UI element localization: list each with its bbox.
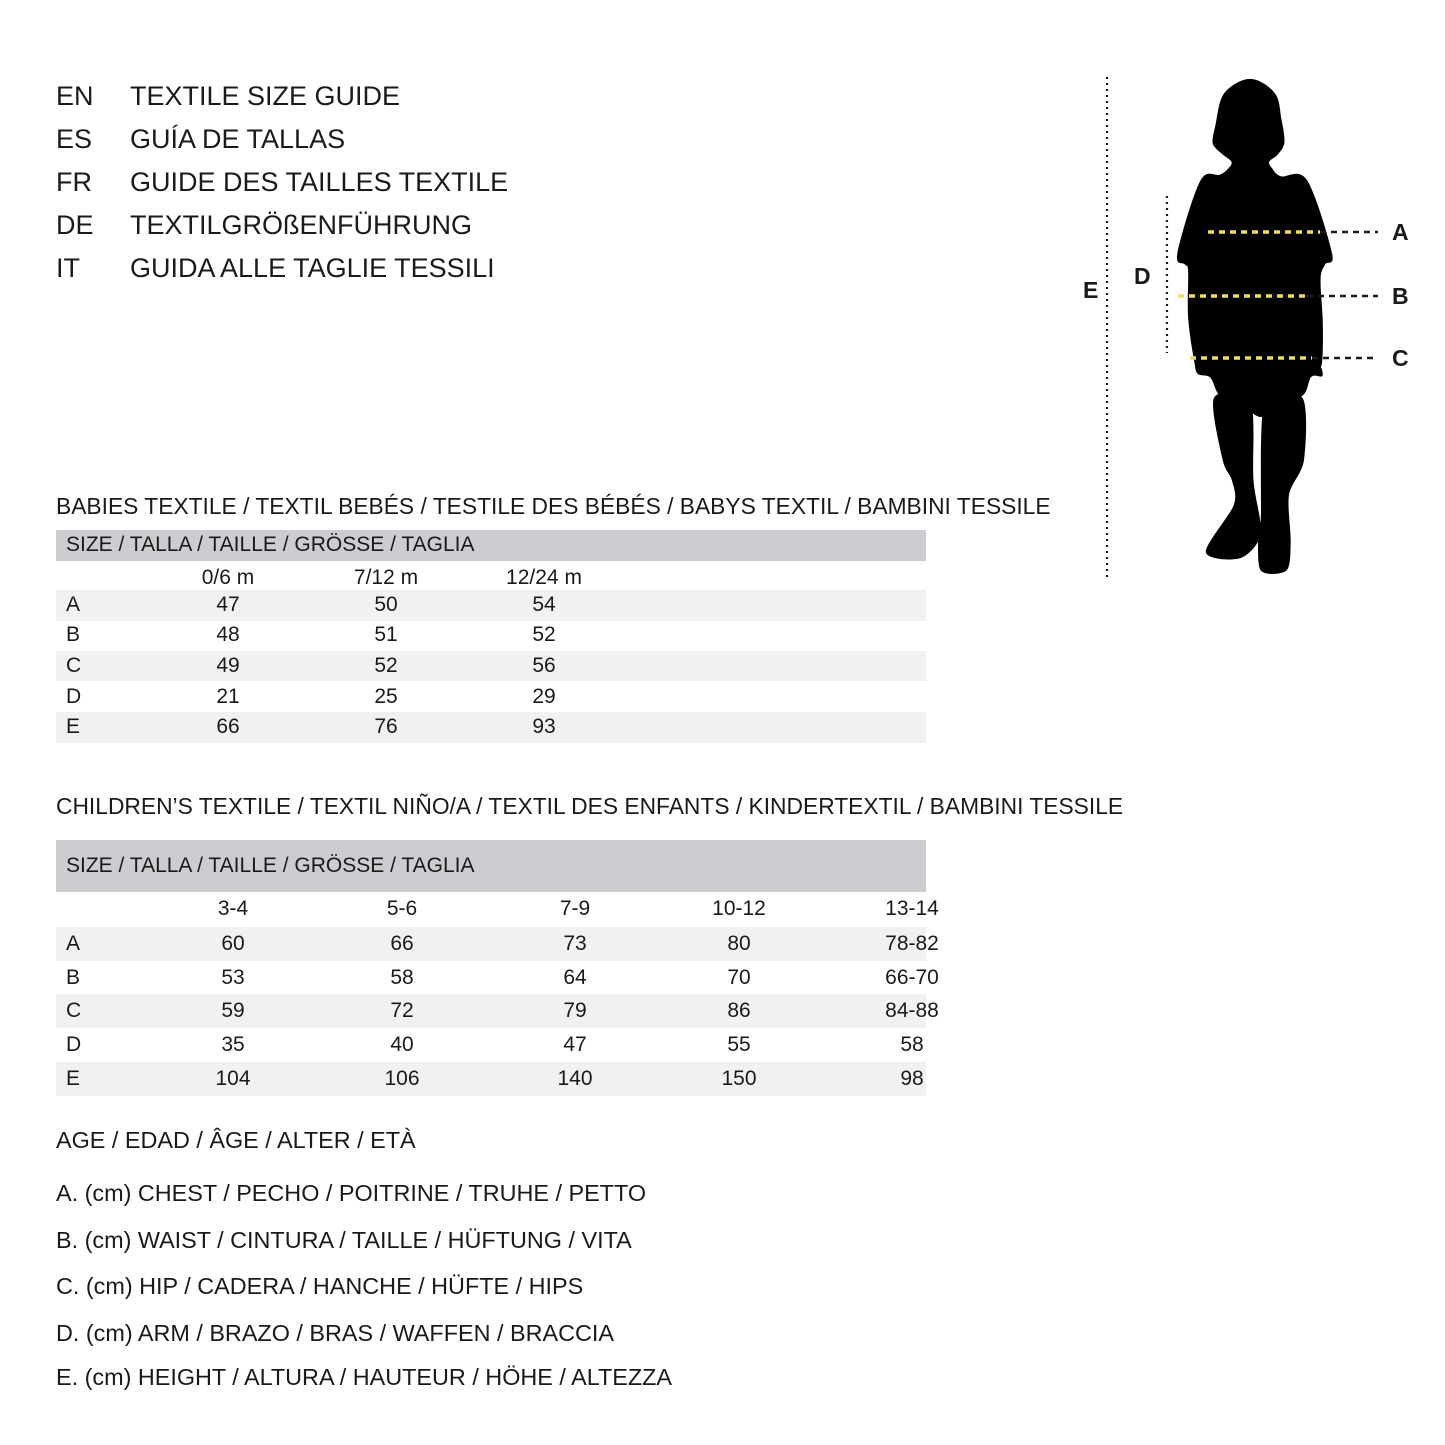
svg-text:A: A xyxy=(1392,219,1409,245)
svg-text:E: E xyxy=(1083,277,1098,303)
svg-text:D: D xyxy=(1134,263,1151,289)
svg-text:B: B xyxy=(1392,283,1409,309)
svg-text:C: C xyxy=(1392,345,1409,371)
